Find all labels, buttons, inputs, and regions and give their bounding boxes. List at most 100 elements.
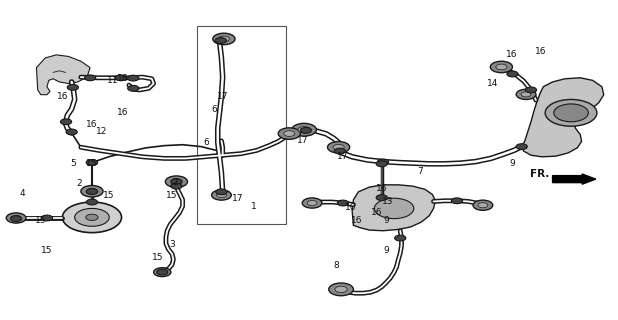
Text: 6: 6	[212, 105, 218, 114]
Polygon shape	[352, 185, 436, 231]
Circle shape	[333, 144, 344, 150]
Text: 16: 16	[506, 50, 517, 59]
Text: 11: 11	[107, 76, 119, 85]
Circle shape	[81, 186, 103, 197]
Bar	[197, 26, 286, 224]
Circle shape	[216, 193, 226, 197]
Text: 16: 16	[117, 108, 129, 117]
Text: 17: 17	[217, 92, 229, 101]
Text: 13: 13	[382, 197, 394, 206]
Circle shape	[166, 176, 187, 188]
Text: 5: 5	[70, 159, 77, 168]
Circle shape	[66, 129, 77, 135]
Circle shape	[337, 200, 349, 206]
Text: 16: 16	[352, 216, 363, 225]
Text: 9: 9	[510, 159, 515, 168]
Text: 2: 2	[77, 180, 82, 188]
Circle shape	[516, 144, 527, 149]
Circle shape	[215, 38, 226, 44]
Text: 16: 16	[535, 47, 546, 56]
Text: 17: 17	[337, 152, 349, 161]
Circle shape	[216, 189, 227, 195]
Circle shape	[171, 183, 182, 189]
Circle shape	[61, 119, 72, 125]
Text: 16: 16	[376, 184, 387, 193]
Circle shape	[154, 268, 171, 276]
Text: 15: 15	[152, 253, 164, 262]
Text: 16: 16	[117, 74, 129, 83]
Circle shape	[128, 85, 139, 91]
Circle shape	[478, 203, 488, 208]
Text: 4: 4	[19, 189, 25, 198]
Text: 15: 15	[86, 159, 98, 168]
Text: 7: 7	[417, 167, 423, 176]
Circle shape	[75, 208, 109, 226]
Text: 17: 17	[297, 136, 308, 145]
Text: 9: 9	[383, 246, 389, 255]
Circle shape	[395, 235, 406, 241]
Text: 9: 9	[383, 216, 389, 225]
Circle shape	[87, 188, 98, 194]
Circle shape	[128, 75, 139, 81]
Circle shape	[496, 64, 507, 70]
Circle shape	[156, 269, 168, 275]
Circle shape	[328, 141, 350, 153]
Text: 16: 16	[86, 120, 98, 130]
Circle shape	[158, 270, 167, 274]
Circle shape	[86, 214, 98, 220]
Text: 16: 16	[371, 208, 383, 217]
Circle shape	[62, 202, 122, 233]
Circle shape	[378, 159, 389, 165]
Circle shape	[87, 160, 98, 165]
Circle shape	[87, 189, 98, 195]
Text: 10: 10	[345, 203, 357, 212]
Circle shape	[41, 215, 53, 221]
Circle shape	[278, 128, 300, 139]
Circle shape	[87, 199, 98, 205]
Text: 6: 6	[203, 138, 209, 147]
Circle shape	[298, 126, 310, 133]
Text: 2: 2	[172, 178, 178, 187]
Polygon shape	[36, 55, 90, 95]
Text: 1: 1	[251, 202, 256, 211]
Circle shape	[525, 87, 536, 93]
Circle shape	[490, 61, 512, 73]
Circle shape	[334, 148, 345, 154]
Circle shape	[218, 36, 229, 42]
Circle shape	[302, 198, 322, 208]
Text: FR.: FR.	[530, 169, 549, 179]
Circle shape	[300, 127, 311, 133]
Text: 17: 17	[232, 194, 244, 203]
Polygon shape	[522, 78, 604, 157]
Text: 15: 15	[166, 190, 178, 200]
Text: 15: 15	[103, 190, 114, 200]
Circle shape	[11, 215, 21, 220]
Circle shape	[6, 213, 26, 223]
Circle shape	[554, 104, 588, 122]
Circle shape	[171, 179, 182, 185]
Circle shape	[451, 198, 463, 204]
Circle shape	[507, 71, 518, 77]
Circle shape	[11, 216, 22, 221]
Text: 3: 3	[169, 240, 175, 249]
Circle shape	[307, 200, 317, 205]
Circle shape	[545, 100, 597, 126]
Circle shape	[116, 75, 127, 81]
Text: 15: 15	[41, 246, 53, 255]
Circle shape	[329, 283, 353, 296]
Text: 15: 15	[35, 216, 46, 225]
Circle shape	[284, 131, 295, 136]
Circle shape	[85, 75, 96, 81]
Circle shape	[521, 92, 531, 97]
Circle shape	[335, 286, 347, 292]
FancyArrow shape	[552, 174, 596, 184]
Circle shape	[376, 161, 387, 167]
Text: 12: 12	[96, 127, 107, 136]
Text: 16: 16	[57, 92, 68, 101]
Circle shape	[516, 89, 536, 100]
Circle shape	[376, 195, 387, 201]
Text: 14: 14	[487, 79, 499, 88]
Circle shape	[87, 160, 98, 165]
Circle shape	[213, 33, 235, 45]
Circle shape	[375, 198, 414, 219]
